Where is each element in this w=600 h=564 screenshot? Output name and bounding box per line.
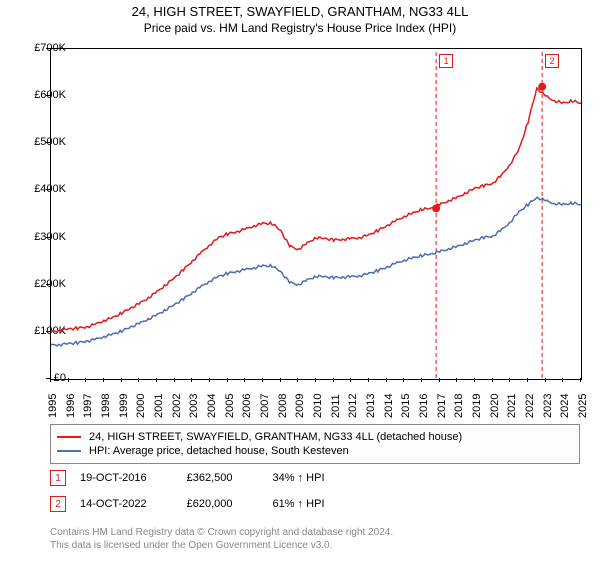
legend-line-icon <box>57 436 81 438</box>
x-tick-label: 1999 <box>118 394 130 418</box>
x-tick-label: 1998 <box>100 394 112 418</box>
legend-label: HPI: Average price, detached house, Sout… <box>89 445 349 457</box>
marker-1-box: 1 <box>50 470 66 486</box>
txn-1-price: £362,500 <box>187 472 233 484</box>
x-tick-label: 2005 <box>224 394 236 418</box>
x-tick-label: 2013 <box>365 394 377 418</box>
x-tick-label: 2000 <box>135 394 147 418</box>
footer: Contains HM Land Registry data © Crown c… <box>50 526 580 552</box>
x-tick-label: 1997 <box>82 394 94 418</box>
txn-2-date: 14-OCT-2022 <box>80 498 147 510</box>
legend-item: HPI: Average price, detached house, Sout… <box>57 445 573 457</box>
plot-svg <box>51 49 581 379</box>
transaction-row-1: 1 19-OCT-2016 £362,500 34% ↑ HPI <box>50 470 580 486</box>
txn-1-pct: 34% ↑ HPI <box>273 472 325 484</box>
x-tick-label: 2006 <box>241 394 253 418</box>
x-tick-label: 2022 <box>524 394 536 418</box>
legend-item: 24, HIGH STREET, SWAYFIELD, GRANTHAM, NG… <box>57 431 573 443</box>
txn-1-date: 19-OCT-2016 <box>80 472 147 484</box>
x-tick-label: 2003 <box>188 394 200 418</box>
x-tick-label: 2018 <box>453 394 465 418</box>
footer-line-1: Contains HM Land Registry data © Crown c… <box>50 526 580 539</box>
x-tick-label: 1996 <box>65 394 77 418</box>
x-tick-label: 2019 <box>471 394 483 418</box>
footer-line-2: This data is licensed under the Open Gov… <box>50 539 580 552</box>
legend-line-icon <box>57 450 81 452</box>
legend-box: 24, HIGH STREET, SWAYFIELD, GRANTHAM, NG… <box>50 424 580 464</box>
x-tick-label: 1995 <box>47 394 59 418</box>
chart-title: 24, HIGH STREET, SWAYFIELD, GRANTHAM, NG… <box>0 4 600 19</box>
x-tick-label: 2008 <box>277 394 289 418</box>
x-tick-label: 2007 <box>259 394 271 418</box>
x-tick-label: 2014 <box>383 394 395 418</box>
x-tick-label: 2010 <box>312 394 324 418</box>
x-tick-label: 2004 <box>206 394 218 418</box>
txn-2-pct: 61% ↑ HPI <box>273 498 325 510</box>
x-tick-label: 2017 <box>436 394 448 418</box>
x-tick-label: 2015 <box>400 394 412 418</box>
txn-2-price: £620,000 <box>187 498 233 510</box>
x-tick-label: 2002 <box>171 394 183 418</box>
transaction-row-2: 2 14-OCT-2022 £620,000 61% ↑ HPI <box>50 496 580 512</box>
x-tick-label: 2016 <box>418 394 430 418</box>
plot-marker-1: 1 <box>439 54 453 68</box>
x-tick-label: 2021 <box>506 394 518 418</box>
x-tick-label: 2001 <box>153 394 165 418</box>
x-tick-label: 2025 <box>577 394 589 418</box>
x-tick-label: 2009 <box>294 394 306 418</box>
plot-marker-2: 2 <box>545 54 559 68</box>
x-tick-label: 2011 <box>330 394 342 418</box>
legend-label: 24, HIGH STREET, SWAYFIELD, GRANTHAM, NG… <box>89 431 462 443</box>
x-tick-label: 2020 <box>489 394 501 418</box>
chart-container: 24, HIGH STREET, SWAYFIELD, GRANTHAM, NG… <box>0 4 600 564</box>
marker-2-box: 2 <box>50 496 66 512</box>
x-tick-label: 2012 <box>347 394 359 418</box>
chart-subtitle: Price paid vs. HM Land Registry's House … <box>0 21 600 35</box>
x-tick-label: 2024 <box>559 394 571 418</box>
plot-area <box>50 48 582 380</box>
x-tick-label: 2023 <box>542 394 554 418</box>
